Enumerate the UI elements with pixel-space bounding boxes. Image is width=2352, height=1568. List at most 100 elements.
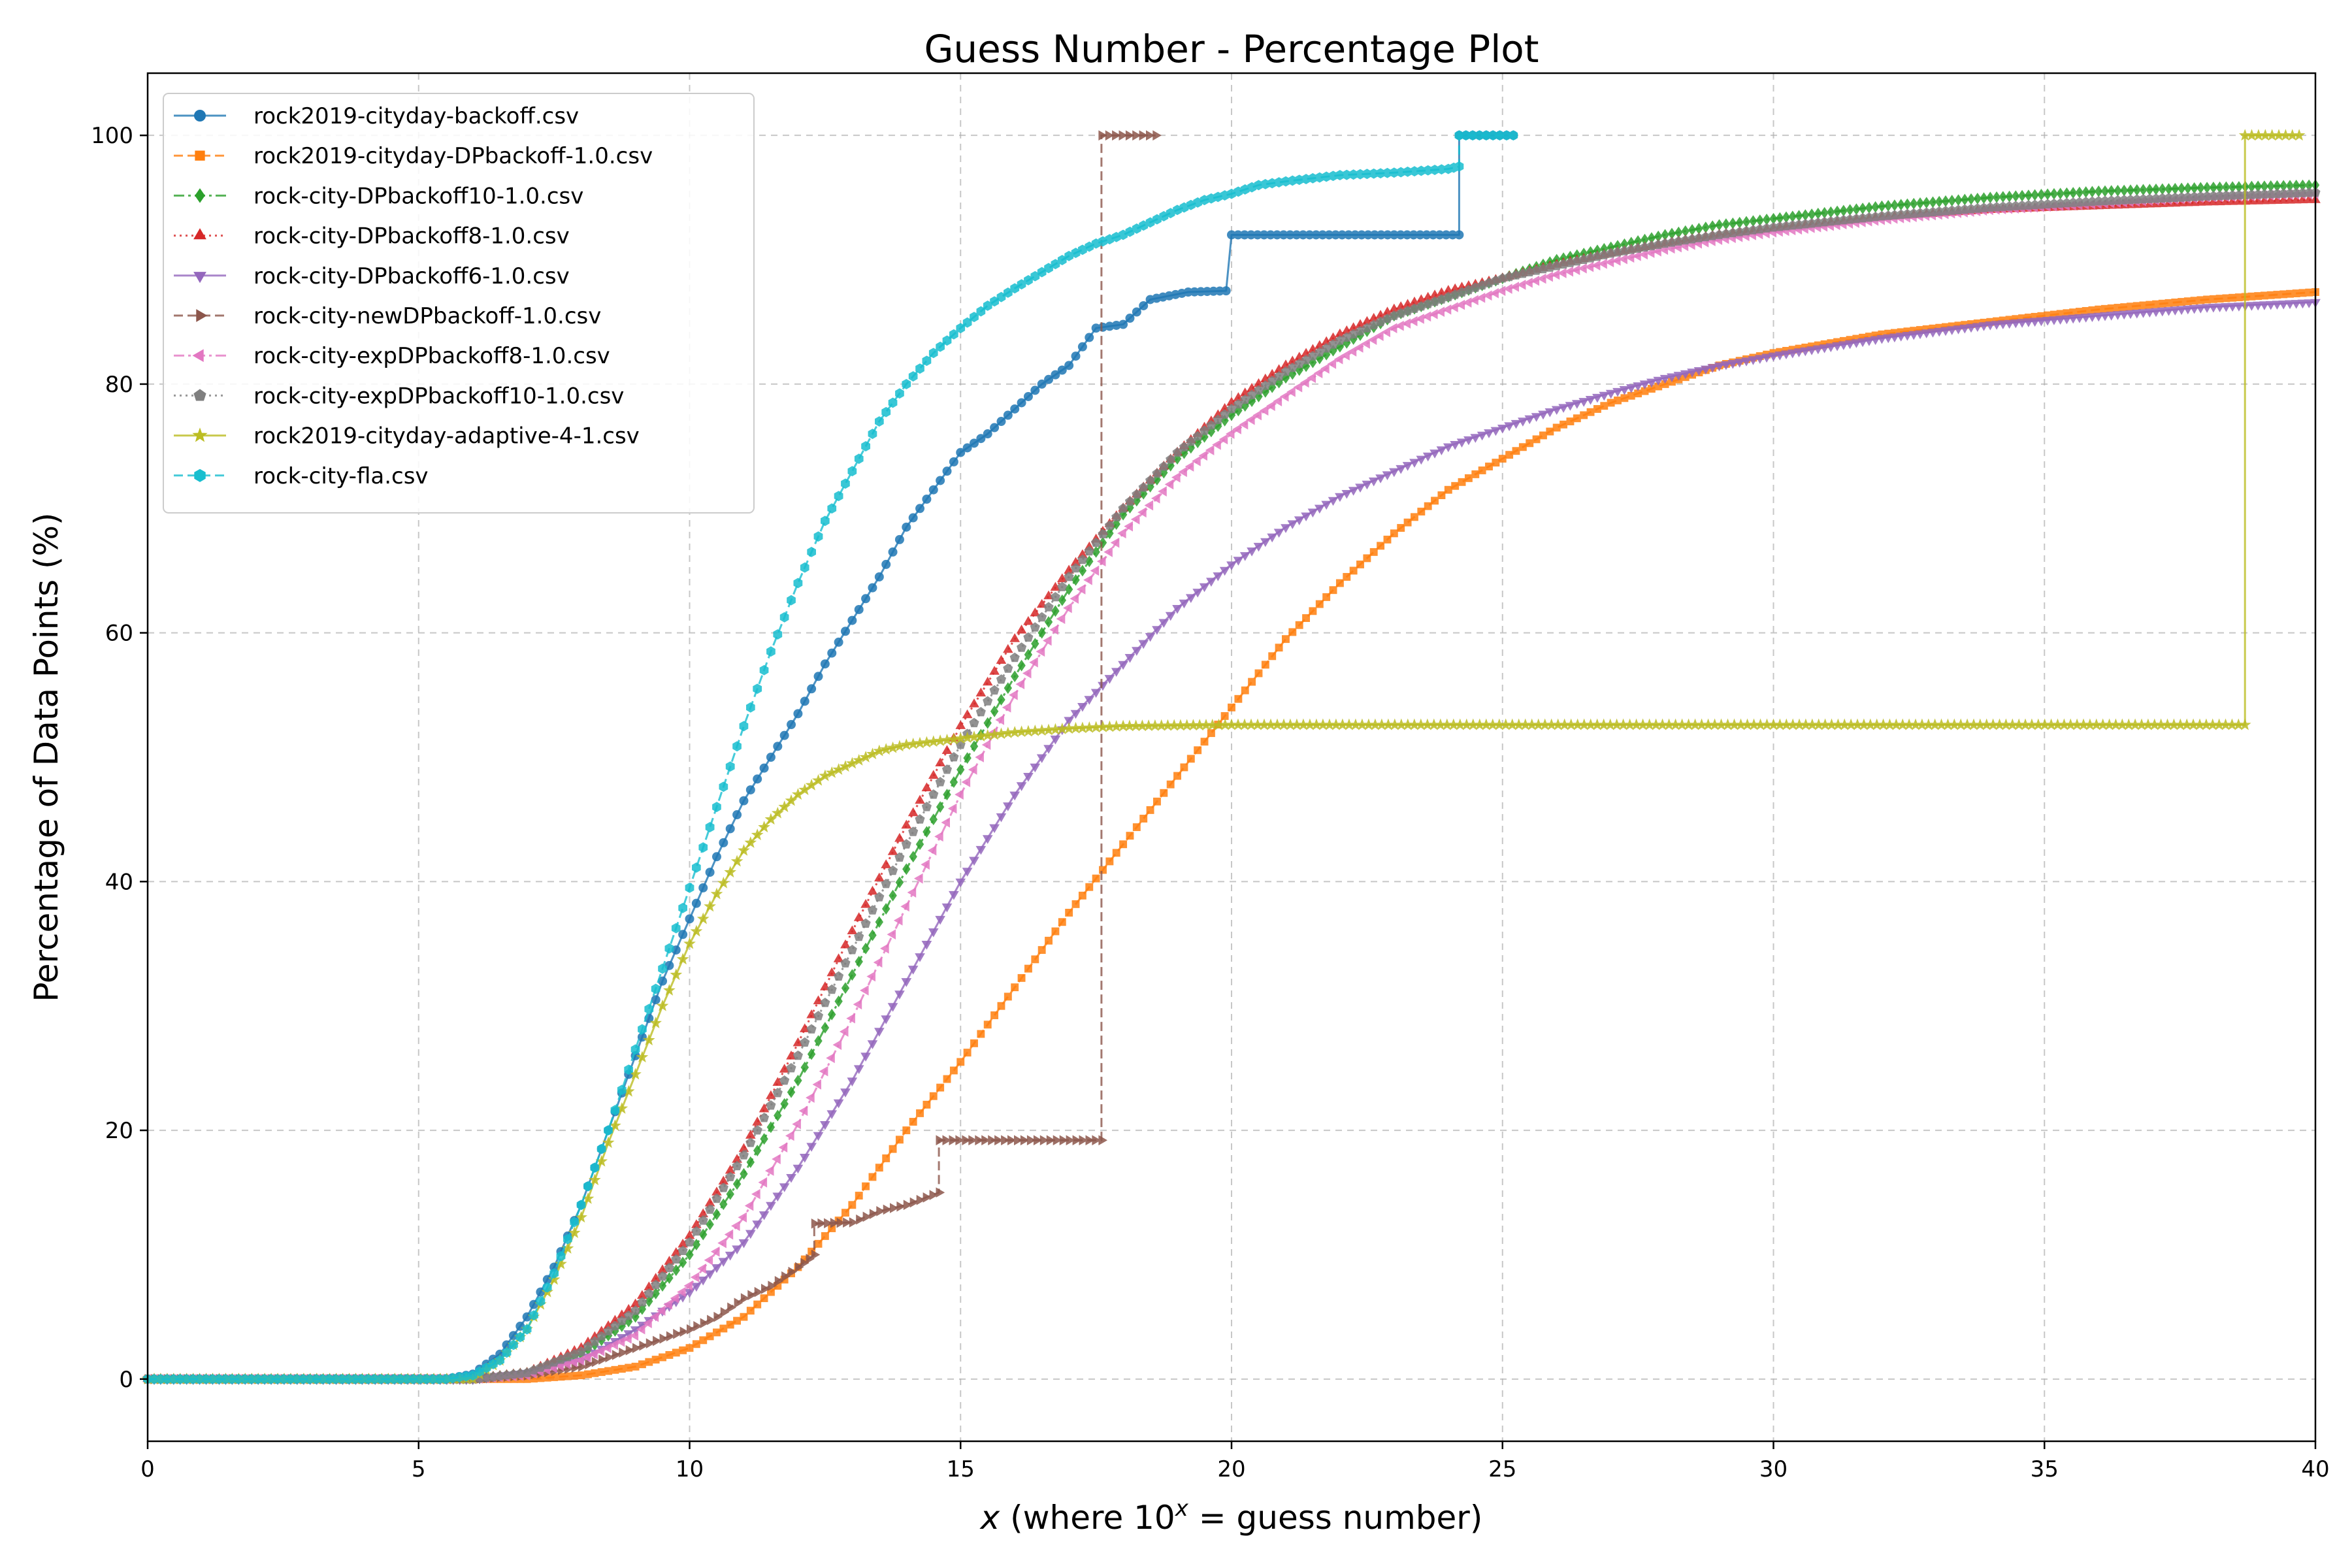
data-point [1285, 230, 1295, 240]
data-point [1812, 345, 1823, 355]
data-point [727, 1302, 736, 1313]
data-point [1016, 624, 1027, 634]
data-point [1959, 324, 1970, 334]
data-point [860, 918, 871, 928]
data-point [759, 664, 769, 676]
data-point [1614, 396, 1622, 404]
data-point [1895, 333, 1906, 342]
data-point [2075, 308, 2083, 316]
data-point [860, 899, 871, 908]
data-point [1057, 365, 1067, 375]
data-point [1381, 327, 1390, 338]
legend-label: rock-city-newDPbackoff-1.0.csv [253, 303, 601, 329]
data-point [2010, 319, 2021, 329]
data-point [602, 1343, 612, 1354]
data-point [1033, 1135, 1043, 1146]
data-point [738, 1239, 749, 1249]
data-point [2044, 311, 2052, 319]
data-point [1166, 454, 1176, 464]
data-point [787, 720, 796, 730]
data-point [827, 648, 837, 658]
data-point [1124, 521, 1133, 532]
data-point [1002, 702, 1011, 713]
data-point [1152, 468, 1162, 478]
data-point [1422, 230, 1431, 240]
data-point [1137, 507, 1147, 518]
data-point [2221, 303, 2232, 312]
data-point [673, 1328, 682, 1339]
data-point [2144, 308, 2155, 318]
data-point [556, 1250, 566, 1262]
data-point [821, 1022, 830, 1034]
data-point [1470, 434, 1481, 443]
data-point [590, 1162, 600, 1173]
data-point [1246, 414, 1255, 425]
data-point [1673, 372, 1684, 381]
data-point [915, 794, 925, 804]
data-point [1422, 452, 1433, 462]
data-point [881, 878, 891, 889]
data-point [1566, 417, 1575, 425]
data-point [1411, 513, 1418, 521]
data-point [1254, 669, 1263, 678]
data-point [840, 627, 850, 636]
data-point [1009, 633, 1021, 642]
data-point [1049, 625, 1058, 635]
data-point [725, 824, 735, 834]
data-point [907, 807, 919, 817]
data-point [568, 1357, 578, 1367]
data-point [1253, 542, 1264, 552]
x-axis-label-suffix: = guess number) [1188, 1499, 1483, 1537]
data-point [875, 416, 884, 427]
data-point [1072, 1135, 1082, 1146]
data-point [1531, 413, 1542, 422]
data-point [887, 846, 898, 855]
data-point [1111, 512, 1122, 521]
data-point [1185, 594, 1196, 603]
data-point [814, 1239, 823, 1248]
data-point [638, 1360, 646, 1369]
data-point [1428, 309, 1438, 319]
data-point [1126, 832, 1134, 840]
data-point [779, 1075, 790, 1085]
data-point [888, 547, 898, 557]
data-point [1111, 320, 1121, 330]
x-tick-label: 35 [2031, 1456, 2059, 1482]
data-point [732, 810, 742, 820]
data-point [1014, 1135, 1023, 1146]
data-point [1538, 410, 1548, 420]
data-point [1322, 348, 1331, 361]
data-point [1598, 258, 1607, 269]
data-point [726, 1320, 734, 1329]
data-point [2246, 302, 2257, 311]
data-point [861, 594, 871, 604]
data-point [1138, 640, 1149, 649]
series-layer [141, 129, 2321, 1385]
data-point [1321, 500, 1331, 510]
data-point [746, 1307, 755, 1315]
data-point [725, 761, 735, 772]
data-point [830, 1218, 840, 1228]
data-point [1098, 1135, 1107, 1146]
data-point [807, 1048, 816, 1060]
data-point [2031, 312, 2039, 321]
data-point [834, 637, 843, 647]
data-point [1357, 230, 1367, 240]
data-point [2080, 314, 2091, 323]
data-point [792, 1119, 801, 1130]
data-point [1252, 410, 1262, 421]
data-point [798, 1105, 808, 1117]
data-point [969, 857, 979, 866]
data-point [2119, 310, 2130, 320]
data-point [1584, 261, 1594, 272]
data-point [828, 1224, 836, 1232]
data-point [1022, 668, 1032, 679]
data-point [2055, 316, 2066, 325]
data-point [1031, 638, 1039, 650]
data-point [739, 796, 749, 806]
data-point [1646, 378, 1657, 388]
data-point [642, 1034, 655, 1046]
data-point [1092, 874, 1100, 883]
data-point [1363, 554, 1371, 563]
data-point [1043, 745, 1054, 754]
